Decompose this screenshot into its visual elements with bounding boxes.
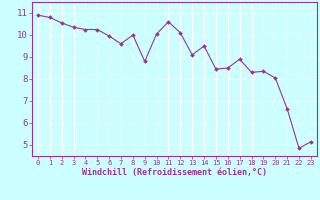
X-axis label: Windchill (Refroidissement éolien,°C): Windchill (Refroidissement éolien,°C) xyxy=(82,168,267,177)
